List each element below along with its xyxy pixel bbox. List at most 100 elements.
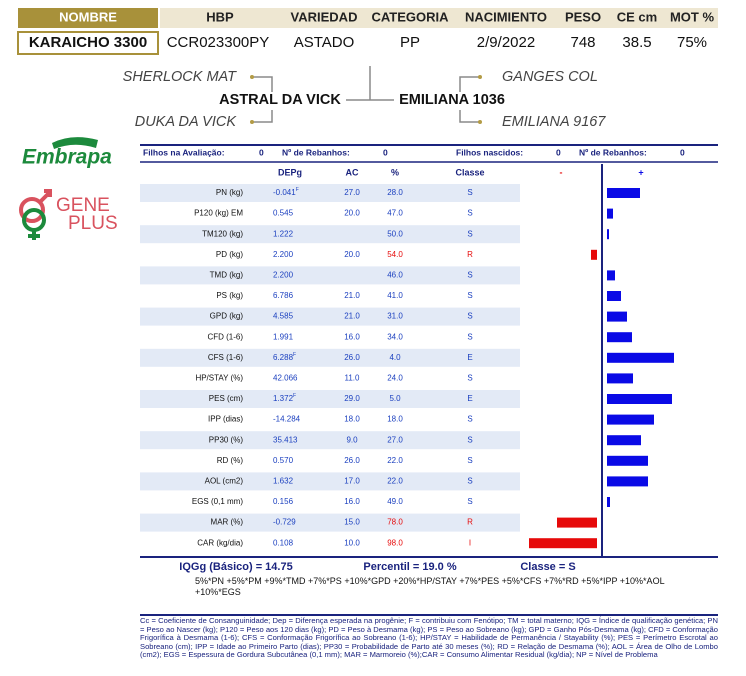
logo-swoosh: [52, 137, 98, 149]
ac: 11.0: [345, 374, 361, 383]
depg: 42.066: [273, 374, 298, 383]
ac: 15.0: [344, 518, 360, 527]
note: F: [293, 393, 296, 399]
count: 0: [680, 147, 685, 157]
summary: IQGg (Básico) = 14.75: [179, 561, 292, 573]
depg: 2.200: [273, 250, 294, 259]
pct: 18.0: [387, 415, 403, 424]
pct: 22.0: [387, 477, 403, 486]
logo-geneplus-symbol: [19, 189, 52, 240]
pct: 34.0: [387, 332, 403, 341]
pct: 54.0: [387, 250, 403, 259]
column-header: PESO: [565, 9, 601, 24]
logo-geneplus: PLUS: [68, 213, 118, 234]
row-label: CFD (1-6): [207, 332, 243, 341]
row-shade: [140, 390, 520, 408]
depg: 1.222: [273, 229, 294, 238]
summary: Classe = S: [520, 561, 575, 573]
header-value: PP: [400, 34, 420, 51]
ac: 21.0: [344, 312, 360, 321]
row-shade: [140, 266, 520, 285]
classe: S: [467, 312, 472, 321]
ac: 27.0: [344, 188, 360, 197]
ac: 17.0: [344, 477, 360, 486]
row-shade: [140, 307, 520, 326]
pct: 28.0: [387, 188, 403, 197]
bar: [607, 208, 613, 219]
row-label: TMD (kg): [210, 271, 244, 280]
name-box: [17, 31, 159, 55]
ac: 16.0: [344, 497, 360, 506]
depg: -0.041F: [273, 187, 299, 197]
ac: 18.0: [344, 415, 360, 424]
bar: [607, 332, 632, 343]
ac: 26.0: [344, 456, 360, 465]
pct: 5.0: [389, 394, 401, 403]
pedigree-name: EMILIANA 9167: [502, 114, 606, 130]
bar: [607, 270, 615, 281]
classe: S: [467, 497, 472, 506]
depg: 1.632: [273, 477, 294, 486]
count: Nº de Rebanhos:: [579, 147, 647, 157]
column-header: HBP: [206, 9, 234, 24]
row-shade: [140, 513, 520, 532]
row-label: CAR (kg/dia): [197, 538, 243, 547]
depg: 4.585: [273, 312, 294, 321]
pct: 98.0: [387, 538, 403, 547]
classe: R: [467, 250, 473, 259]
header-value: CCR023300PY: [167, 34, 270, 51]
classe: S: [467, 291, 472, 300]
formula: 5%*PN +5%*PM +9%*TMD +7%*PS +10%*GPD +20…: [195, 576, 665, 597]
count: 0: [259, 147, 264, 157]
footnote: Cc = Coeficiente de Consanguinidade; Dep…: [140, 616, 718, 660]
bar: [607, 476, 648, 487]
bar: [607, 188, 640, 198]
ac: 10.0: [344, 538, 360, 547]
header-value: 2/9/2022: [477, 34, 535, 51]
classe: I: [469, 538, 471, 547]
classe: S: [467, 188, 472, 197]
bar: [607, 497, 610, 507]
row-shade: [140, 472, 520, 491]
column-header: MOT %: [670, 9, 714, 24]
column-header: AC: [346, 167, 359, 177]
pct: 31.0: [387, 312, 403, 321]
pct: 46.0: [387, 271, 403, 280]
depg: -0.729: [273, 518, 296, 527]
pedigree-name: SHERLOCK MAT: [123, 69, 237, 85]
ac: 20.0: [344, 250, 360, 259]
bar: [607, 311, 627, 322]
count: Filhos nascidos:: [456, 147, 523, 157]
classe: S: [467, 477, 472, 486]
bar: [557, 517, 597, 528]
row-label: EGS (0,1 mm): [192, 497, 243, 506]
pedigree-name: DUKA DA VICK: [135, 114, 238, 130]
column-header: +: [638, 167, 643, 177]
header-value: 38.5: [622, 34, 651, 51]
bar: [607, 229, 609, 240]
classe: S: [467, 374, 472, 383]
count: 0: [556, 147, 561, 157]
header-cell: [18, 8, 158, 28]
row-label: PES (cm): [209, 394, 244, 403]
row-label: PD (kg): [216, 250, 243, 259]
bar: [607, 373, 633, 384]
classe: E: [467, 394, 472, 403]
depg: 1.372F: [273, 393, 296, 403]
pct: 41.0: [387, 291, 403, 300]
depg: 2.200: [273, 271, 294, 280]
row-label: IPP (dias): [208, 415, 243, 424]
note: F: [293, 352, 296, 358]
column-header: VARIEDAD: [291, 9, 358, 24]
classe: S: [467, 229, 472, 238]
header-band: [160, 8, 718, 28]
pct: 4.0: [389, 353, 401, 362]
classe: S: [467, 271, 472, 280]
summary: Percentil = 19.0 %: [363, 561, 456, 573]
bar: [607, 435, 641, 446]
header-value: 748: [570, 34, 595, 51]
pct: 27.0: [387, 435, 403, 444]
pct: 24.0: [387, 374, 403, 383]
